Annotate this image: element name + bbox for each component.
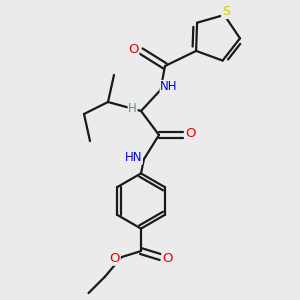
Text: H: H bbox=[128, 101, 137, 115]
Text: O: O bbox=[110, 252, 120, 265]
Text: NH: NH bbox=[160, 80, 178, 94]
Text: HN: HN bbox=[125, 151, 142, 164]
Text: O: O bbox=[185, 127, 196, 140]
Text: O: O bbox=[128, 43, 139, 56]
Text: S: S bbox=[222, 5, 230, 18]
Text: O: O bbox=[162, 252, 172, 265]
